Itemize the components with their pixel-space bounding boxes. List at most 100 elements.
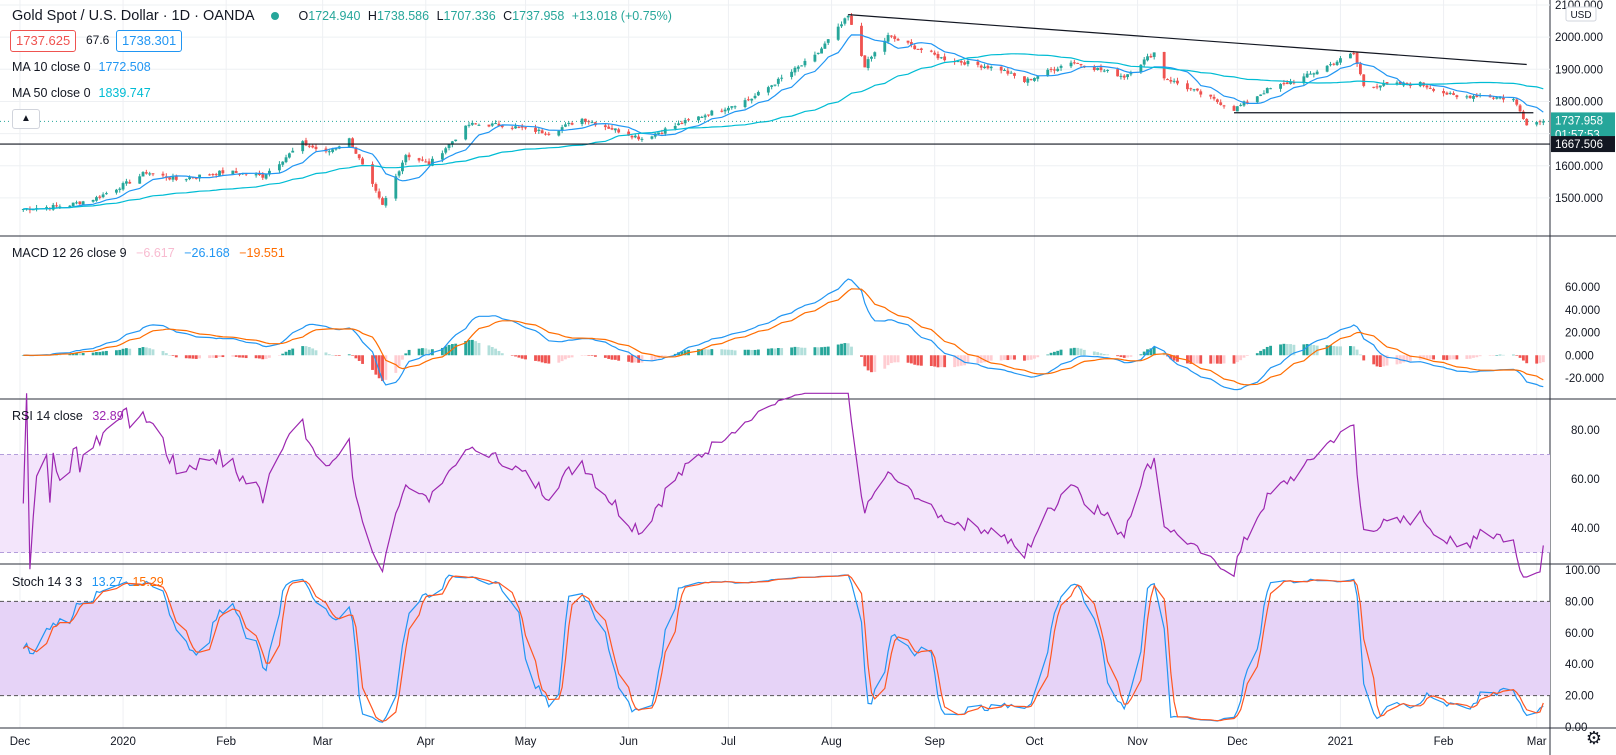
macd-histogram-bar: [544, 355, 547, 364]
macd-histogram-bar: [1232, 355, 1236, 364]
candle: [720, 108, 724, 113]
macd-histogram-bar: [820, 347, 823, 356]
candle-body: [637, 136, 641, 140]
candle-body: [1036, 76, 1040, 79]
candle-body: [919, 48, 923, 51]
candle: [707, 114, 710, 117]
macd-legend[interactable]: MACD 12 26 close 9 −6.617 −26.168 −19.55…: [12, 246, 285, 260]
macd-histogram-bar: [770, 348, 774, 356]
stoch-legend[interactable]: Stoch 14 3 3 13.27 15.29: [12, 575, 164, 589]
candle-body: [105, 193, 108, 195]
macd-histogram-bar: [1006, 355, 1010, 361]
candle: [780, 74, 784, 82]
candle-body: [384, 197, 388, 206]
macd-histogram-bar: [999, 355, 1003, 361]
candle-body: [377, 191, 381, 198]
macd-histogram-bar: [1515, 355, 1519, 356]
candle: [723, 107, 727, 115]
buy-button[interactable]: 1738.301: [116, 30, 183, 52]
candle-body: [886, 35, 890, 42]
candle-body: [770, 85, 774, 87]
macd-histogram-bar: [710, 349, 714, 356]
candle-body: [850, 15, 853, 25]
candle: [680, 120, 684, 125]
macd-histogram-bar: [840, 343, 843, 356]
candle-body: [218, 170, 221, 176]
candle-body: [1502, 97, 1505, 100]
collapse-legend-button[interactable]: ▲: [12, 109, 40, 129]
macd-histogram-bar: [796, 347, 800, 356]
candle: [490, 122, 494, 127]
candle: [1069, 60, 1073, 69]
macd-histogram-bar: [850, 346, 853, 356]
macd-histogram-bar: [447, 344, 451, 356]
macd-histogram-bar: [361, 355, 364, 364]
macd-histogram-bar: [374, 355, 378, 375]
candle: [889, 35, 893, 39]
macd-histogram-bar: [337, 355, 341, 356]
candle: [650, 135, 654, 140]
candle-body: [1092, 66, 1096, 71]
candle: [427, 158, 431, 166]
candle: [1096, 67, 1100, 71]
macd-histogram-bar: [583, 355, 587, 356]
candle: [727, 105, 730, 114]
candle: [544, 131, 547, 136]
price-tick-label: 1900.000: [1555, 64, 1603, 76]
candle-body: [138, 176, 142, 184]
macd-histogram-bar: [1349, 346, 1352, 356]
currency-badge[interactable]: [1565, 6, 1597, 22]
macd-histogram-bar: [1139, 354, 1143, 356]
candle-body: [843, 18, 847, 24]
ma10-legend[interactable]: MA 10 close 0 1772.508: [12, 60, 151, 74]
rsi-legend[interactable]: RSI 14 close 32.89: [12, 409, 124, 423]
macd-histogram-bar: [168, 355, 172, 356]
macd-histogram-bar: [474, 341, 478, 356]
macd-histogram-bar: [1355, 349, 1359, 356]
symbol-title[interactable]: Gold Spot / U.S. Dollar · 1D · OANDA: [12, 8, 255, 24]
macd-histogram-bar: [1309, 344, 1312, 356]
candle-body: [820, 48, 823, 54]
macd-histogram-bar: [1358, 354, 1362, 356]
candle-body: [144, 172, 148, 174]
candle-body: [81, 201, 85, 205]
candle-body: [976, 61, 980, 65]
macd-histogram-bar: [334, 355, 338, 356]
candle-body: [161, 173, 165, 176]
candle-body: [45, 207, 48, 209]
candle: [287, 152, 291, 159]
candle-body: [307, 145, 311, 147]
candle-body: [1265, 87, 1269, 94]
candle: [1162, 51, 1166, 81]
candle-body: [746, 99, 750, 101]
settings-gear-icon[interactable]: ⚙: [1585, 728, 1602, 748]
candle-body: [1122, 75, 1126, 78]
time-tick-label: Feb: [216, 736, 236, 748]
macd-histogram-bar: [1502, 354, 1505, 356]
ma50-legend[interactable]: MA 50 close 0 1839.747: [12, 86, 151, 100]
candle: [683, 117, 687, 126]
candle-body: [261, 174, 265, 178]
macd-histogram-bar: [490, 347, 494, 356]
time-tick-label: Apr: [417, 736, 435, 748]
candle-body: [68, 205, 72, 208]
candle: [404, 153, 408, 166]
sell-button[interactable]: 1737.625: [10, 30, 77, 52]
candle: [989, 65, 993, 71]
macd-histogram-bar: [1405, 355, 1409, 362]
candle: [1442, 88, 1445, 97]
candle: [843, 17, 847, 26]
candle: [381, 196, 384, 206]
candle: [394, 173, 398, 201]
candle-body: [889, 35, 893, 37]
candle-body: [1332, 63, 1336, 65]
candle: [560, 124, 564, 134]
candle: [51, 202, 55, 211]
macd-histogram-bar: [1395, 355, 1399, 365]
candle: [1262, 90, 1266, 95]
macd-histogram-bar: [1126, 355, 1129, 358]
macd-histogram-bar: [617, 355, 621, 361]
candle: [1023, 76, 1026, 84]
candle-body: [351, 138, 354, 148]
